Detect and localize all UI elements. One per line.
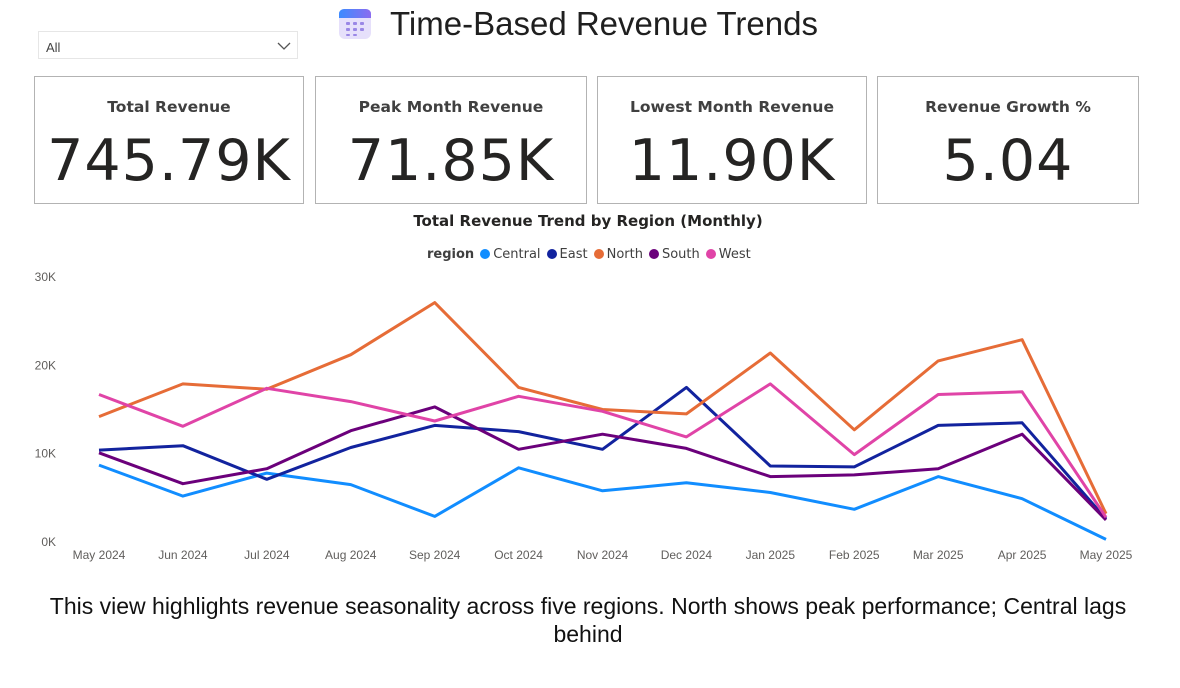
card-value: 745.79K — [47, 128, 291, 194]
legend-label: East — [559, 246, 588, 262]
slicer-selected-value: All — [46, 40, 61, 55]
legend-marker — [705, 249, 716, 259]
x-tick-label: Aug 2024 — [325, 548, 377, 562]
x-tick-label: Nov 2024 — [577, 548, 629, 562]
card-label: Lowest Month Revenue — [630, 98, 834, 116]
card-label: Revenue Growth % — [925, 98, 1091, 116]
page-title-area: Time-Based Revenue Trends — [338, 4, 818, 44]
x-tick-label: Apr 2025 — [998, 548, 1047, 562]
x-tick-label: May 2024 — [73, 548, 126, 562]
series-line-central[interactable] — [98, 463, 1107, 541]
kpi-card-lowest-month-revenue: Lowest Month Revenue 11.90K — [597, 76, 867, 204]
x-tick-label: May 2025 — [1080, 548, 1133, 562]
legend-marker — [480, 249, 491, 259]
legend-marker — [593, 249, 604, 259]
legend-item-central[interactable]: Central — [480, 246, 541, 262]
chart-caption: This view highlights revenue seasonality… — [49, 593, 1127, 647]
y-tick-label: 0K — [41, 535, 56, 549]
legend-item-south[interactable]: South — [648, 246, 700, 262]
x-tick-label: Jan 2025 — [746, 548, 796, 562]
chart-title: Total Revenue Trend by Region (Monthly) — [413, 212, 763, 230]
kpi-card-total-revenue: Total Revenue 745.79K — [34, 76, 304, 204]
card-label: Total Revenue — [107, 98, 231, 116]
legend-marker — [648, 249, 659, 259]
series-line-south[interactable] — [98, 405, 1108, 521]
revenue-line-chart: 0K 10K 20K 30K May 2024 Jun 2024 Jul 2024 Aug 2… — [35, 270, 1133, 562]
card-value: 11.90K — [628, 128, 836, 194]
card-value: 5.04 — [942, 128, 1074, 194]
legend-item-north[interactable]: North — [593, 246, 643, 262]
kpi-card-revenue-growth: Revenue Growth % 5.04 — [877, 76, 1139, 204]
region-slicer-dropdown[interactable]: All — [38, 31, 298, 59]
card-label: Peak Month Revenue — [358, 98, 544, 116]
y-tick-label: 20K — [35, 358, 56, 372]
y-tick-label: 10K — [35, 447, 56, 461]
x-tick-label: Dec 2024 — [661, 548, 713, 562]
y-tick-label: 30K — [35, 270, 56, 284]
calendar-icon — [339, 9, 371, 39]
legend-label: West — [718, 246, 751, 262]
legend-label: South — [661, 246, 700, 262]
x-tick-label: Sep 2024 — [409, 548, 461, 562]
series-line-east[interactable] — [98, 385, 1108, 520]
legend-item-east[interactable]: East — [546, 246, 588, 262]
legend-title: region — [427, 246, 475, 262]
x-tick-label: Jun 2024 — [158, 548, 208, 562]
kpi-card-peak-month-revenue: Peak Month Revenue 71.85K — [315, 76, 587, 204]
page-title: Time-Based Revenue Trends — [390, 5, 818, 42]
card-value: 71.85K — [347, 128, 555, 194]
chevron-down-icon — [277, 42, 291, 50]
legend-label: North — [606, 246, 643, 262]
x-tick-label: Jul 2024 — [244, 548, 290, 562]
legend-item-west[interactable]: West — [705, 246, 751, 262]
series-line-west[interactable] — [98, 382, 1108, 519]
x-tick-label: Oct 2024 — [494, 548, 543, 562]
legend-marker — [546, 249, 557, 259]
chart-legend: region Central East North South West — [427, 245, 757, 263]
legend-label: Central — [493, 246, 541, 262]
x-tick-label: Mar 2025 — [913, 548, 964, 562]
x-tick-label: Feb 2025 — [829, 548, 880, 562]
